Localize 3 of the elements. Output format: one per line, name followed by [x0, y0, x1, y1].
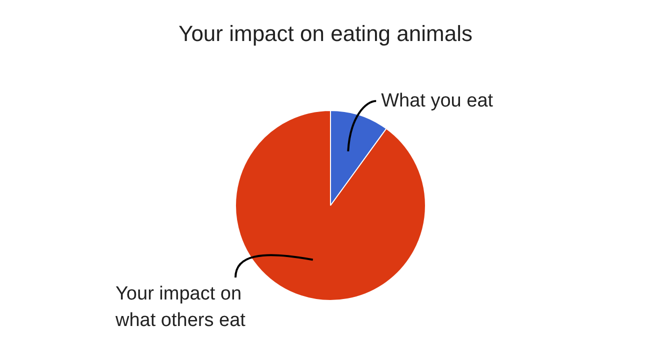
slice-label: What you eat	[381, 90, 494, 112]
chart-title: Your impact on eating animals	[178, 21, 472, 46]
slice-label: Your impact on what others eat	[114, 284, 246, 331]
